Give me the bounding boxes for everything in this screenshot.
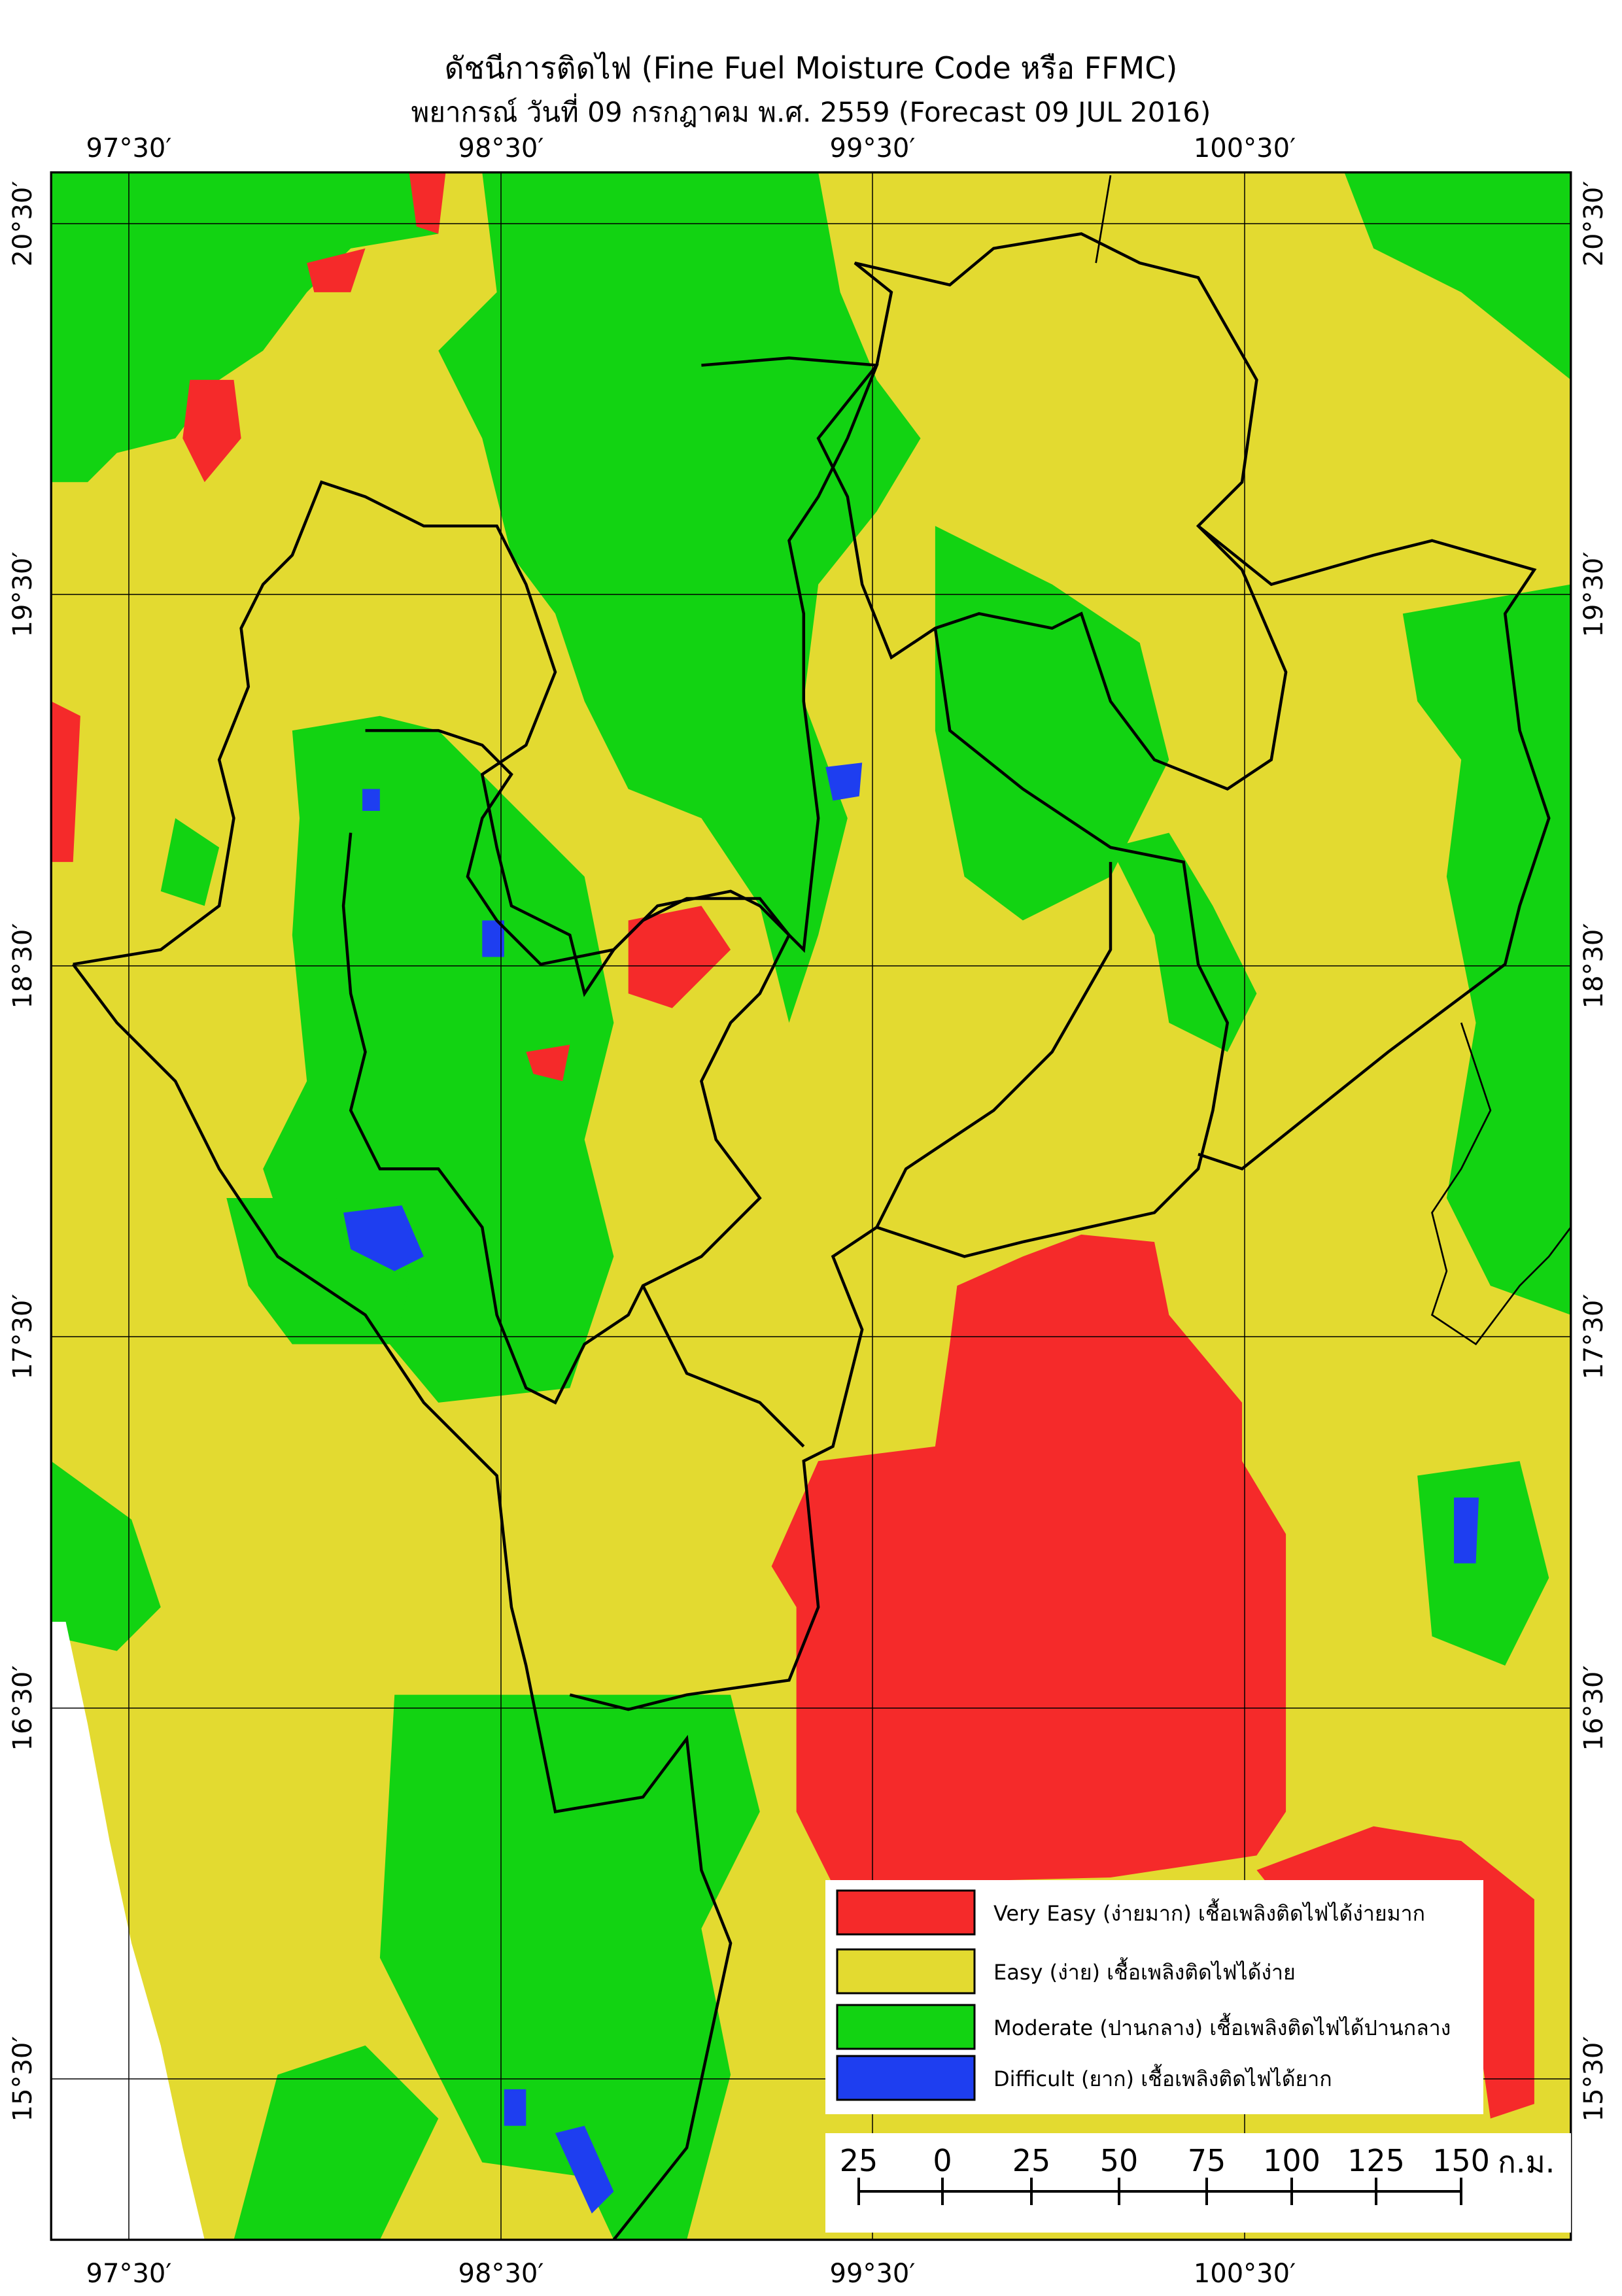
latitude-label-right: 18°30′ xyxy=(1579,923,1609,1009)
longitude-label-top: 100°30′ xyxy=(1194,133,1296,163)
longitude-label-bottom: 97°30′ xyxy=(86,2259,172,2289)
scale-label: 0 xyxy=(933,2143,952,2178)
latitude-label-left: 15°30′ xyxy=(8,2036,38,2122)
scale-label: 100 xyxy=(1263,2143,1320,2178)
longitude-label-bottom: 98°30′ xyxy=(458,2259,544,2289)
scale-label: 25 xyxy=(840,2143,878,2178)
latitude-label-left: 18°30′ xyxy=(8,923,38,1009)
scale-label: 50 xyxy=(1100,2143,1139,2178)
longitude-label-top: 97°30′ xyxy=(86,133,172,163)
difficult-areas xyxy=(343,762,1479,2214)
legend-swatch xyxy=(836,2055,976,2101)
latitude-label-left: 19°30′ xyxy=(8,552,38,638)
legend-label: Very Easy (ง่ายมาก) เชื้อเพลิงติดไฟได้ง่… xyxy=(993,1898,1425,1926)
map xyxy=(50,171,1572,2241)
latitude-label-right: 19°30′ xyxy=(1579,552,1609,638)
thin-boundaries xyxy=(1095,175,1572,1346)
legend-swatch xyxy=(836,1948,976,1995)
latitude-label-right: 15°30′ xyxy=(1579,2036,1609,2122)
longitude-label-bottom: 100°30′ xyxy=(1194,2259,1296,2289)
legend-label: Difficult (ยาก) เชื้อเพลิงติดไฟได้ยาก xyxy=(993,2064,1332,2091)
legend: Very Easy (ง่ายมาก) เชื้อเพลิงติดไฟได้ง่… xyxy=(825,1880,1483,2114)
scale-unit: ก.ม. xyxy=(1498,2144,1555,2180)
moderate-areas xyxy=(51,172,1571,2240)
longitude-label-top: 99°30′ xyxy=(830,133,916,163)
title: ดัชนีการติดไฟ (Fine Fuel Moisture Code ห… xyxy=(445,50,1178,86)
scale-label: 150 xyxy=(1432,2143,1490,2178)
subtitle: พยากรณ์ วันที่ 09 กรกฎาคม พ.ศ. 2559 (For… xyxy=(411,94,1211,128)
legend-label: Moderate (ปานกลาง) เชื้อเพลิงติดไฟได้ปาน… xyxy=(993,2013,1451,2040)
latitude-label-right: 16°30′ xyxy=(1579,1666,1609,1751)
latitude-label-left: 20°30′ xyxy=(8,181,38,267)
legend-swatch xyxy=(836,1889,976,1936)
scale-label: 25 xyxy=(1012,2143,1051,2178)
latitude-label-left: 16°30′ xyxy=(8,1666,38,1751)
scale-box xyxy=(825,2133,1571,2233)
graticule: 97°30′ 97°30′ 98°30′ 98°30′ 99°30′ 99°30′ 100°… xyxy=(8,133,1609,2289)
province-boundaries xyxy=(71,232,1551,2241)
map-frame xyxy=(50,171,1572,2241)
latitude-label-right: 17°30′ xyxy=(1579,1294,1609,1380)
latitude-label-left: 17°30′ xyxy=(8,1294,38,1380)
legend-label: Easy (ง่าย) เชื้อเพลิงติดไฟได้ง่าย xyxy=(993,1957,1296,1985)
scale-label: 125 xyxy=(1347,2143,1405,2178)
longitude-label-bottom: 99°30′ xyxy=(830,2259,916,2289)
legend-swatch xyxy=(836,2004,976,2050)
scale-bar: 25 0 25 50 75 100 125 150 ก.ม. xyxy=(825,2133,1571,2233)
longitude-label-top: 98°30′ xyxy=(458,133,544,163)
sea xyxy=(51,1621,205,2240)
scale-label: 75 xyxy=(1188,2143,1226,2178)
latitude-label-right: 20°30′ xyxy=(1579,181,1609,267)
